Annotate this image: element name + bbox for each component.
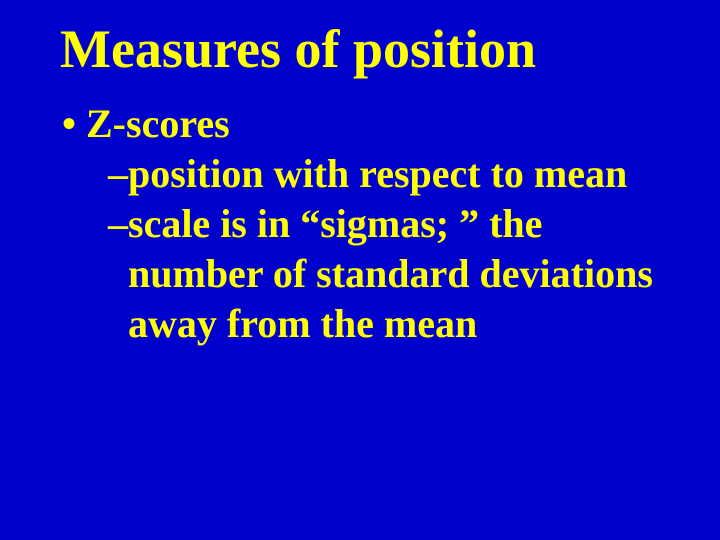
- subitem-text: position with respect to mean: [128, 149, 660, 199]
- subitem-marker: –: [108, 199, 128, 249]
- slide: Measures of position • Z-scores – positi…: [0, 0, 720, 540]
- bullet-text: Z-scores: [86, 99, 660, 149]
- bullet-zscores: • Z-scores: [62, 99, 660, 149]
- subitem-marker: –: [108, 149, 128, 199]
- subitem-position: – position with respect to mean: [108, 149, 660, 199]
- slide-title: Measures of position: [60, 20, 660, 79]
- subitem-scale: – scale is in “sigmas; ” the number of s…: [108, 199, 660, 349]
- subitem-text: scale is in “sigmas; ” the number of sta…: [128, 199, 660, 349]
- bullet-marker: •: [62, 99, 86, 149]
